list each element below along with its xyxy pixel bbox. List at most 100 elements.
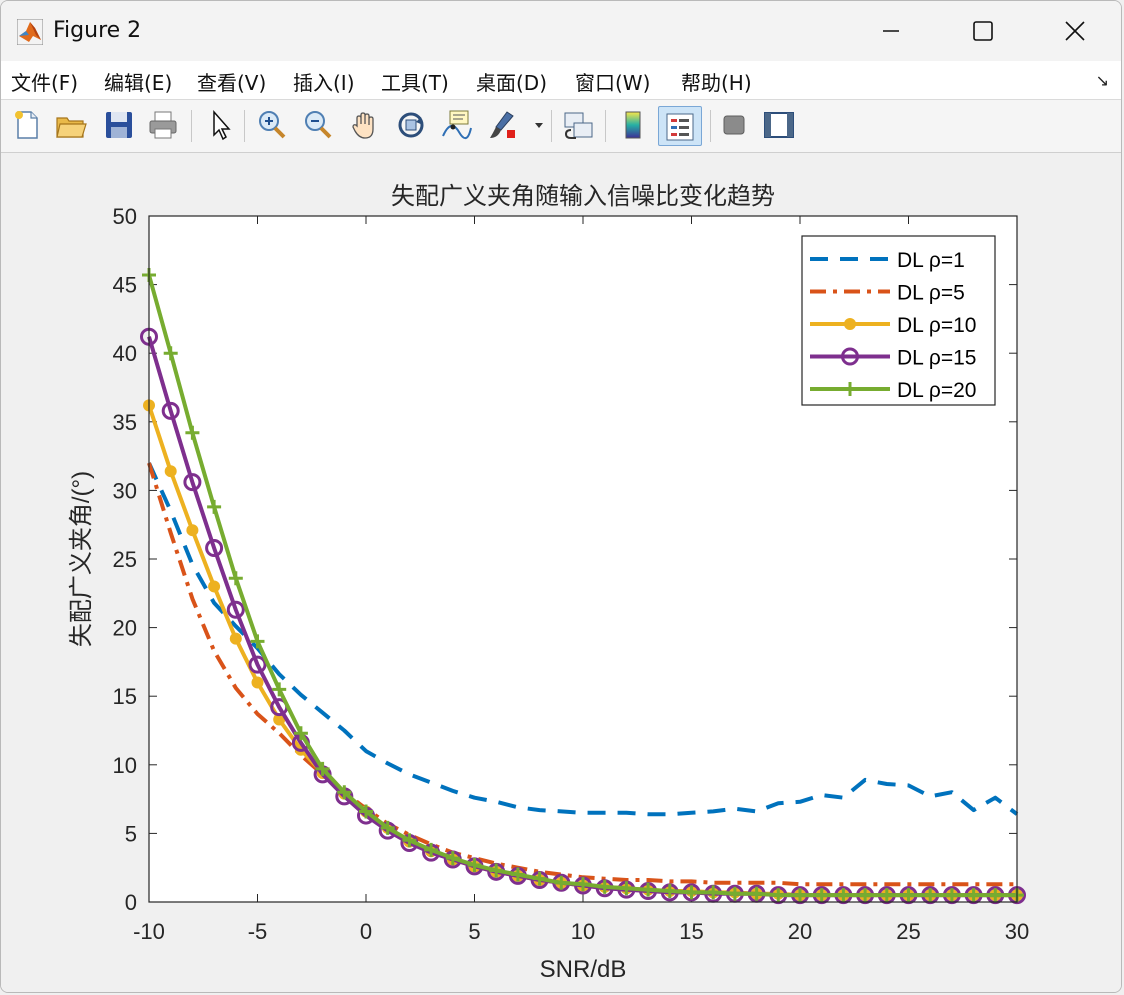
menu-window[interactable]: 窗口(W): [575, 71, 651, 95]
y-tick-label: 35: [113, 410, 137, 435]
series-5-point: [185, 425, 200, 440]
series-5-point: [901, 888, 916, 903]
print-icon[interactable]: [146, 108, 180, 142]
series-5-point: [467, 857, 482, 872]
matlab-logo-icon: [17, 19, 43, 45]
y-tick-label: 10: [113, 753, 137, 778]
series-5-point: [858, 888, 873, 903]
select-pointer-icon[interactable]: [204, 108, 238, 142]
menu-tools[interactable]: 工具(T): [381, 71, 449, 95]
series-5-point: [576, 877, 590, 892]
x-tick-label: 30: [1005, 919, 1029, 944]
toolbar-separator: [244, 110, 245, 142]
series-line-1: [147, 462, 1019, 817]
save-icon[interactable]: [102, 108, 136, 142]
legend-marker-4: [841, 347, 859, 366]
series-5-point: [771, 888, 786, 903]
series-3-point: [208, 580, 221, 593]
series-3-point: [164, 465, 177, 478]
series-5-point: [814, 888, 829, 903]
y-tick-label: 5: [125, 821, 137, 846]
menu-help[interactable]: 帮助(H): [681, 71, 752, 95]
close-button[interactable]: [1043, 9, 1107, 53]
series-5-point: [402, 833, 417, 848]
line-chart[interactable]: 失配广义夹角随输入信噪比变化趋势 -10 -5 0 5 10 15 20 25 30 0 5 10 15 2…: [1, 153, 1122, 993]
x-tick-label: -5: [248, 919, 268, 944]
legend-icon[interactable]: [658, 106, 702, 146]
brush-dropdown-icon[interactable]: [533, 108, 545, 142]
x-tick-label: 0: [360, 919, 372, 944]
y-axis-label: 失配广义夹角/(°): [68, 471, 95, 647]
toolbar-separator: [551, 110, 552, 142]
maximize-button[interactable]: [951, 9, 1015, 53]
new-figure-icon[interactable]: [10, 108, 44, 142]
series-5-point: [424, 842, 439, 857]
series-5-point: [923, 888, 938, 903]
menu-insert[interactable]: 插入(I): [293, 71, 355, 95]
chart-title: 失配广义夹角随输入信噪比变化趋势: [391, 183, 775, 210]
series-5-point: [641, 882, 656, 897]
series-3-point: [186, 524, 199, 537]
maximize-icon: [973, 21, 993, 41]
menu-file[interactable]: 文件(F): [11, 71, 79, 95]
x-axis-label: SNR/dB: [540, 956, 627, 983]
pan-hand-icon[interactable]: [348, 108, 382, 142]
hide-plot-tools-icon[interactable]: [717, 108, 751, 142]
zoom-in-icon[interactable]: [255, 108, 289, 142]
y-tick-label: 30: [113, 478, 137, 503]
series-5-point: [315, 761, 330, 776]
data-cursor-icon[interactable]: [439, 108, 473, 142]
menu-desktop[interactable]: 桌面(D): [476, 71, 548, 95]
minimize-button[interactable]: [859, 9, 923, 53]
legend-label-4: DL ρ=15: [897, 347, 976, 370]
series-5-point: [272, 682, 287, 697]
series-5-point: [207, 499, 222, 514]
window-title: Figure 2: [53, 18, 142, 43]
minimize-icon: [883, 30, 899, 32]
series-5-point: [597, 879, 612, 894]
menu-edit[interactable]: 编辑(E): [104, 71, 173, 95]
series-5-point: [727, 886, 742, 901]
series-4-point: [248, 655, 267, 674]
figure-canvas: 失配广义夹角随输入信噪比变化趋势 -10 -5 0 5 10 15 20 25 30 0 5 10 15 2…: [1, 153, 1122, 993]
legend-label-3: DL ρ=10: [897, 314, 976, 337]
series-3-point: [229, 632, 242, 645]
menu-view[interactable]: 查看(V): [197, 71, 267, 95]
show-plot-tools-icon[interactable]: [762, 108, 796, 142]
y-tick-label: 50: [113, 204, 137, 229]
close-icon: [1065, 21, 1085, 41]
series-5-point: [793, 888, 807, 903]
series-5-point: [380, 820, 395, 835]
legend-label-1: DL ρ=1: [897, 249, 965, 272]
link-plot-icon[interactable]: [562, 108, 596, 142]
x-tick-label: 5: [468, 919, 480, 944]
series-5-point: [228, 571, 243, 586]
dock-arrow-icon[interactable]: ↘: [1095, 71, 1109, 90]
colorbar-icon[interactable]: [616, 108, 650, 142]
toolbar-separator: [710, 110, 711, 142]
series-5-point: [489, 863, 504, 878]
x-tick-label: -10: [133, 919, 165, 944]
figure-toolbar: [1, 100, 1121, 153]
series-5-point: [510, 867, 525, 882]
series-5-point: [988, 888, 1003, 903]
menu-bar: 文件(F) 编辑(E) 查看(V) 插入(I) 工具(T) 桌面(D) 窗口(W…: [1, 61, 1121, 100]
legend-marker-3: [844, 318, 856, 330]
series-4-point: [183, 473, 202, 492]
y-tick-label: 15: [113, 684, 137, 709]
open-file-icon[interactable]: [54, 108, 88, 142]
series-4-point: [205, 539, 224, 558]
series-5-point: [163, 346, 178, 361]
series-5-point: [966, 888, 981, 903]
zoom-out-icon[interactable]: [301, 108, 335, 142]
series-5-point: [706, 885, 721, 900]
x-tick-label: 20: [788, 919, 812, 944]
brush-icon[interactable]: [485, 108, 519, 142]
x-tick-label: 25: [896, 919, 920, 944]
series-5-point: [619, 881, 634, 896]
legend-marker-5: [843, 382, 857, 396]
series-3-point: [251, 676, 264, 689]
rotate-3d-icon[interactable]: [394, 108, 428, 142]
series-5-point: [445, 851, 460, 866]
